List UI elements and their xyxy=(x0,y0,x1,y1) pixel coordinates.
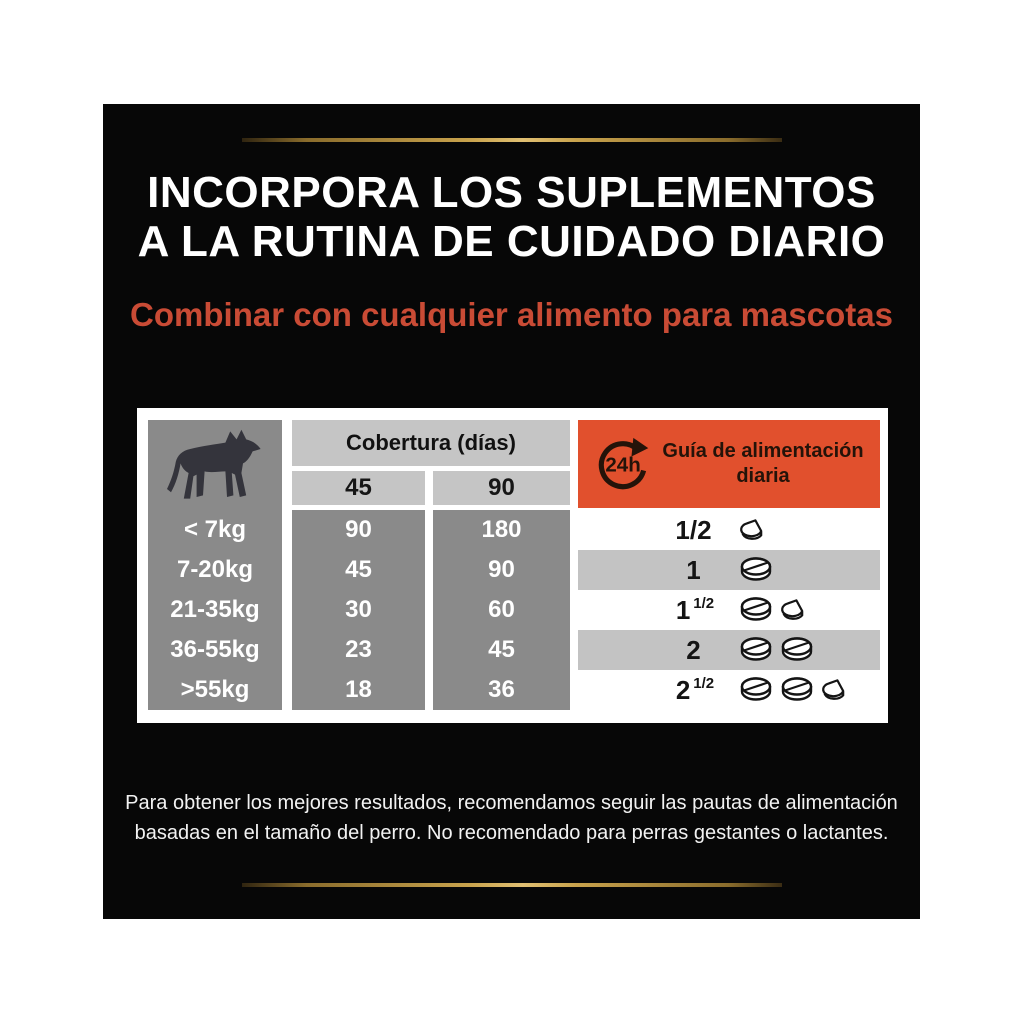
coverage-value: 60 xyxy=(488,596,515,623)
infographic-card: INCORPORA LOS SUPLEMENTOS A LA RUTINA DE… xyxy=(103,104,920,919)
dog-icon xyxy=(167,429,261,499)
coverage-value: 45 xyxy=(488,636,515,663)
daily-guide-rows: 1/2 1 1 1/2 2 xyxy=(578,510,880,710)
daily-guide-title-line-1: Guía de alimentación xyxy=(662,440,864,462)
tablet-icons xyxy=(738,630,815,670)
coverage-column-45-header: 45 xyxy=(292,471,425,505)
tablet-icon xyxy=(740,637,772,661)
tablet-icon xyxy=(781,637,813,661)
tablet-icons xyxy=(738,510,767,550)
subtitle: Combinar con cualquier alimento para mas… xyxy=(130,296,893,333)
half-tablet-icon xyxy=(740,518,763,540)
tablet-amount: 1/2 xyxy=(675,514,712,545)
guide-row: 1 xyxy=(578,550,880,590)
half-tablet-icon xyxy=(781,598,804,620)
tablet-icons xyxy=(738,670,849,710)
coverage-header: Cobertura (días) xyxy=(292,420,570,466)
coverage-value: 30 xyxy=(345,596,372,623)
coverage-value: 180 xyxy=(481,516,522,543)
guide-row: 2 xyxy=(578,630,880,670)
weight-labels: < 7kg 7-20kg 21-35kg 36-55kg >55kg xyxy=(148,510,282,710)
guide-row: 2 1/2 xyxy=(578,670,880,710)
coverage-value: 90 xyxy=(345,516,372,543)
weight-column: < 7kg 7-20kg 21-35kg 36-55kg >55kg xyxy=(148,420,282,710)
bottom-gold-divider xyxy=(242,883,782,887)
footnote: Para obtener los mejores resultados, rec… xyxy=(103,788,920,848)
daily-guide-header: 24h Guía de alimentación diaria xyxy=(578,420,880,508)
tablet-icon xyxy=(781,677,813,701)
tablet-amount: 2 xyxy=(686,634,701,665)
tablet-amount: 2 1/2 xyxy=(675,674,715,705)
weight-label: 21-35kg xyxy=(170,596,260,623)
coverage-value: 90 xyxy=(488,556,515,583)
top-gold-divider xyxy=(242,138,782,142)
title-line-2: A LA RUTINA DE CUIDADO DIARIO xyxy=(137,217,886,266)
weight-label: 7-20kg xyxy=(176,556,254,583)
tablet-icon xyxy=(740,557,772,581)
24h-icon-box: 24h xyxy=(596,436,652,492)
coverage-value: 36 xyxy=(488,676,515,703)
footnote-line-1: Para obtener los mejores resultados, rec… xyxy=(125,792,898,814)
coverage-value: 23 xyxy=(345,636,372,663)
24h-icon-label: 24h xyxy=(605,453,640,476)
coverage-value: 45 xyxy=(345,556,372,583)
tablet-icons xyxy=(738,550,774,590)
feeding-table: < 7kg 7-20kg 21-35kg 36-55kg >55kg Cober… xyxy=(137,408,888,723)
coverage-column-90-header: 90 xyxy=(433,471,570,505)
weight-label: >55kg xyxy=(180,676,250,703)
guide-row: 1 1/2 xyxy=(578,590,880,630)
guide-row: 1/2 xyxy=(578,510,880,550)
coverage-45-column: 90 45 30 23 18 xyxy=(292,510,425,710)
dog-icon-box xyxy=(148,420,282,510)
half-tablet-icon xyxy=(822,678,845,700)
tablet-icon xyxy=(740,597,772,621)
title-line-1: INCORPORA LOS SUPLEMENTOS xyxy=(147,168,876,217)
tablet-icons xyxy=(738,590,808,630)
weight-label: 36-55kg xyxy=(170,636,260,663)
tablet-amount: 1 xyxy=(686,554,701,585)
footnote-line-2: basadas en el tamaño del perro. No recom… xyxy=(134,822,889,844)
daily-guide-title: Guía de alimentación diaria xyxy=(650,420,876,508)
tablet-icon xyxy=(740,677,772,701)
coverage-value: 18 xyxy=(345,676,372,703)
daily-guide-title-line-2: diaria xyxy=(736,465,790,487)
weight-label: < 7kg xyxy=(183,516,247,543)
coverage-90-column: 180 90 60 45 36 xyxy=(433,510,570,710)
24h-icon: 24h xyxy=(598,437,649,490)
tablet-amount: 1 1/2 xyxy=(675,594,715,625)
page-title: INCORPORA LOS SUPLEMENTOS A LA RUTINA DE… xyxy=(103,168,920,266)
